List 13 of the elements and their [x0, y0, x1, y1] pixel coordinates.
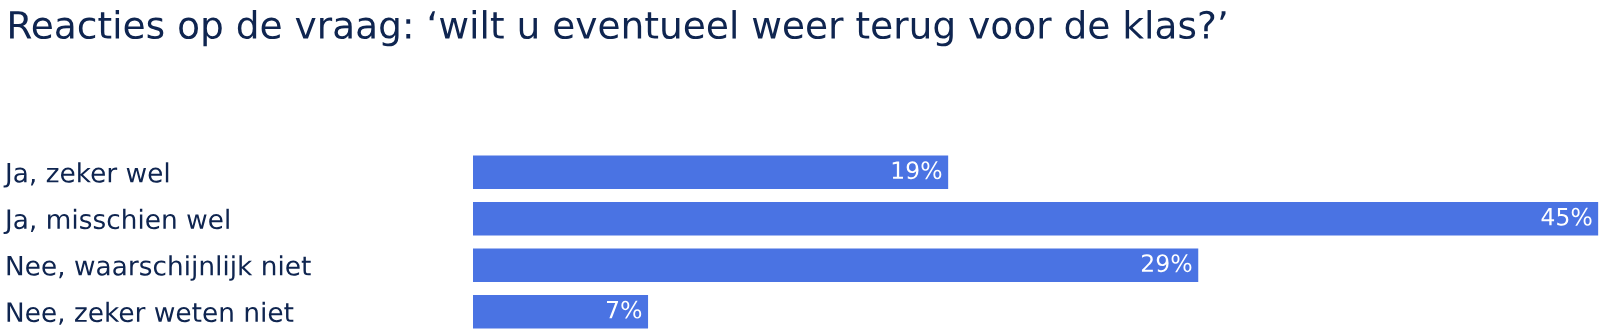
chart-title: Reacties op de vraag: ‘wilt u eventueel weer terug voor de klas?’ [10, 10, 1226, 47]
bar [473, 248, 1199, 283]
y-tick-label: Nee, waarschijnlijk niet [7, 255, 311, 281]
data-label: 7% [606, 300, 642, 319]
data-label: 45% [1541, 207, 1592, 226]
y-tick-label: Ja, zeker wel [3, 162, 169, 188]
data-label: 19% [892, 161, 942, 180]
data-label: 29% [1141, 254, 1192, 273]
bar [473, 295, 649, 329]
bar [473, 155, 949, 190]
y-tick-label: Nee, zeker weten niet [7, 301, 294, 325]
bar [473, 202, 1599, 236]
y-tick-label: Ja, misschien wel [3, 208, 229, 235]
